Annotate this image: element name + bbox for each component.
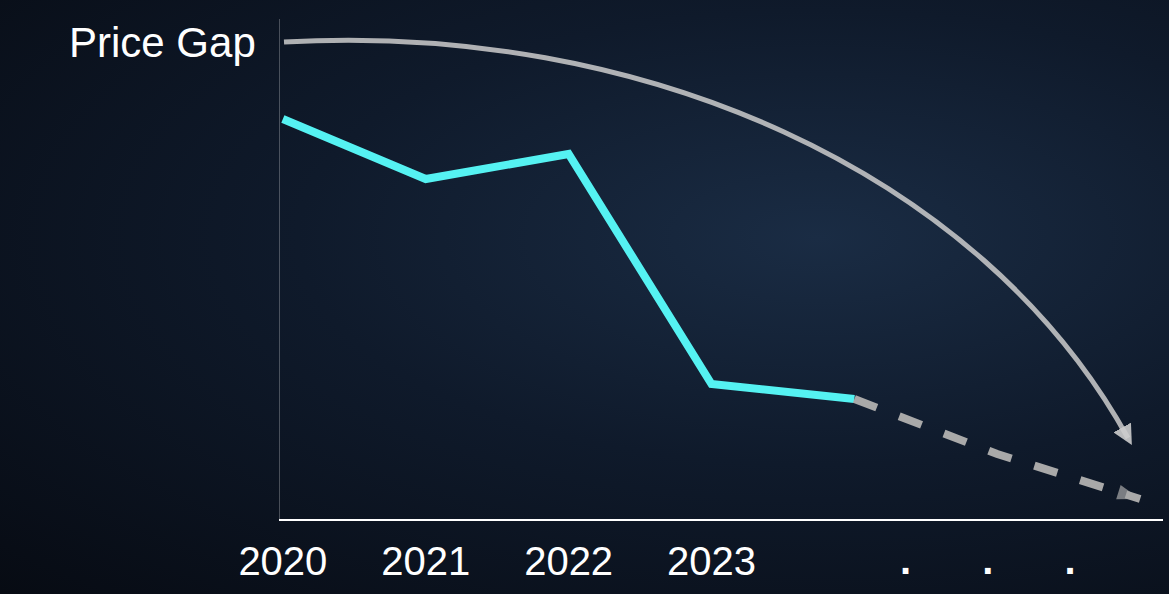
svg-text:2022: 2022 — [524, 539, 613, 583]
svg-text:2023: 2023 — [667, 539, 756, 583]
svg-text:2020: 2020 — [238, 539, 327, 583]
svg-text:2021: 2021 — [381, 539, 470, 583]
svg-text:Price Gap: Price Gap — [69, 19, 256, 66]
